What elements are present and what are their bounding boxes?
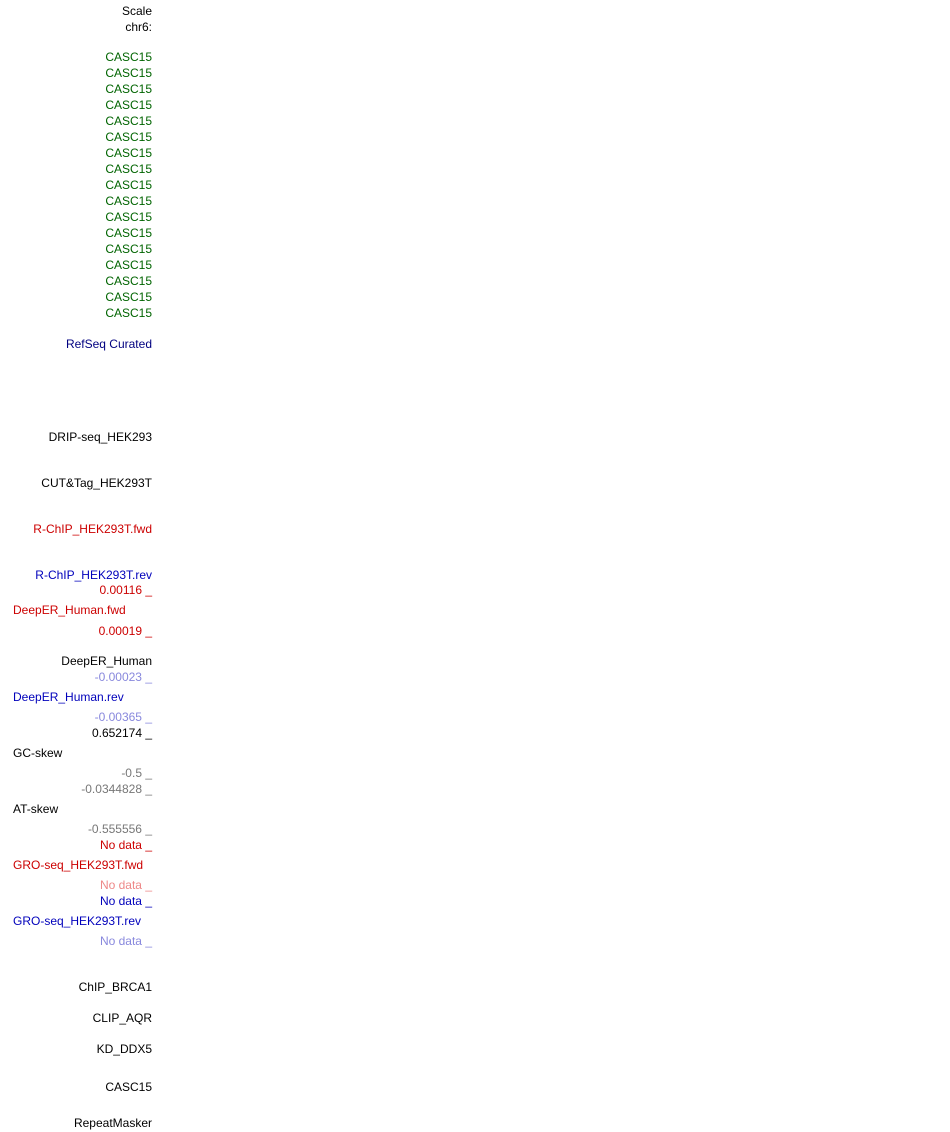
deeper-rev-min-value: -0.00365 _ — [94, 710, 152, 724]
casc15-transcript-label[interactable]: CASC15 — [105, 274, 152, 288]
at-skew-track-label[interactable]: AT-skew — [13, 802, 59, 816]
casc15-track-label[interactable]: CASC15 — [105, 1080, 152, 1094]
gro-rev-max-value: No data _ — [99, 894, 152, 908]
casc15-transcript-label[interactable]: CASC15 — [105, 114, 152, 128]
casc15-transcript-label[interactable]: CASC15 — [105, 290, 152, 304]
gc-skew-max-value: 0.652174 _ — [91, 726, 152, 740]
r-chip-fwd-track-label[interactable]: R-ChIP_HEK293T.fwd — [33, 522, 152, 536]
scale-label: Scale — [121, 4, 152, 18]
gc-skew-track-label[interactable]: GC-skew — [13, 746, 63, 760]
casc15-transcript-label[interactable]: CASC15 — [105, 146, 152, 160]
deeper-human-track-label[interactable]: DeepER_Human — [61, 654, 152, 668]
casc15-transcript-label[interactable]: CASC15 — [105, 178, 152, 192]
r-chip-rev-track-label[interactable]: R-ChIP_HEK293T.rev — [35, 568, 152, 582]
casc15-transcript-label[interactable]: CASC15 — [105, 258, 152, 272]
casc15-transcript-label[interactable]: CASC15 — [105, 98, 152, 112]
deeper-fwd-track-label[interactable]: DeepER_Human.fwd — [13, 603, 126, 617]
clip-aqr-track-label[interactable]: CLIP_AQR — [92, 1011, 152, 1025]
casc15-transcript-label[interactable]: CASC15 — [105, 82, 152, 96]
gro-rev-min-value: No data _ — [99, 934, 152, 948]
deeper-fwd-min-value: 0.00019 _ — [98, 624, 152, 638]
casc15-transcript-label[interactable]: CASC15 — [105, 306, 152, 320]
casc15-transcript-label[interactable]: CASC15 — [105, 66, 152, 80]
casc15-transcript-label[interactable]: CASC15 — [105, 210, 152, 224]
casc15-transcript-label[interactable]: CASC15 — [105, 194, 152, 208]
chip-brca1-track-label[interactable]: ChIP_BRCA1 — [78, 980, 152, 994]
deeper-rev-track-label[interactable]: DeepER_Human.rev — [13, 690, 124, 704]
casc15-transcript-label[interactable]: CASC15 — [105, 242, 152, 256]
casc15-transcript-label[interactable]: CASC15 — [105, 130, 152, 144]
deeper-fwd-max-value: 0.00116 _ — [99, 583, 153, 597]
gro-rev-track-label[interactable]: GRO-seq_HEK293T.rev — [13, 914, 142, 928]
at-skew-max-value: -0.0344828 _ — [81, 782, 152, 796]
drip-seq-track-label[interactable]: DRIP-seq_HEK293 — [48, 430, 152, 444]
casc15-transcript-label[interactable]: CASC15 — [105, 162, 152, 176]
repeatmasker-track-label[interactable]: RepeatMasker — [73, 1116, 152, 1130]
gc-skew-min-value: -0.5 _ — [121, 766, 152, 780]
casc15-transcript-label[interactable]: CASC15 — [105, 226, 152, 240]
chromosome-label: chr6: — [125, 20, 152, 34]
kd-ddx5-track-label[interactable]: KD_DDX5 — [96, 1042, 152, 1056]
refseq-curated-track-label[interactable]: RefSeq Curated — [65, 337, 152, 351]
casc15-transcript-label[interactable]: CASC15 — [105, 50, 152, 64]
at-skew-min-value: -0.555556 _ — [87, 822, 152, 836]
gro-fwd-min-value: No data _ — [99, 878, 152, 892]
cut-tag-track-label[interactable]: CUT&Tag_HEK293T — [41, 476, 152, 490]
gro-fwd-max-value: No data _ — [99, 838, 152, 852]
gro-fwd-track-label[interactable]: GRO-seq_HEK293T.fwd — [13, 858, 144, 872]
deeper-rev-max-value: -0.00023 _ — [94, 670, 152, 684]
